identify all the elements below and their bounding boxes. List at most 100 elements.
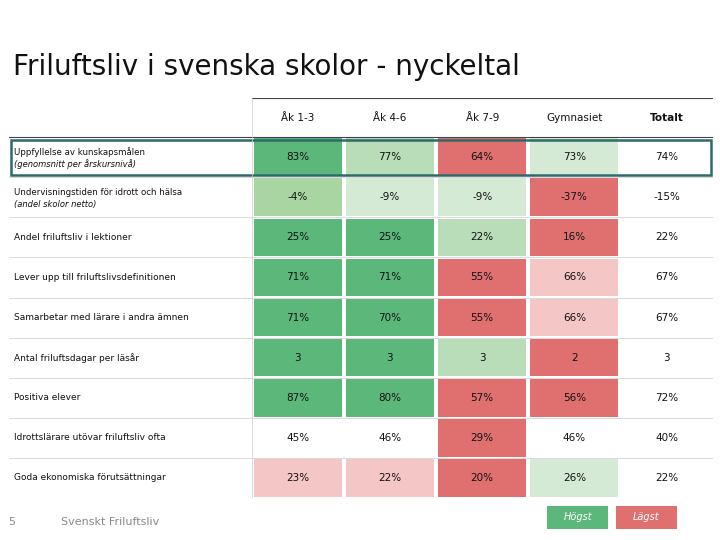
Text: 3: 3: [663, 353, 670, 363]
Bar: [531, 138, 618, 176]
Bar: [623, 259, 711, 296]
Bar: [623, 419, 711, 457]
Bar: [623, 299, 711, 336]
Text: Andel friluftsliv i lektioner: Andel friluftsliv i lektioner: [14, 233, 132, 242]
Bar: [346, 419, 434, 457]
Text: Totalt: Totalt: [649, 113, 683, 123]
Text: -37%: -37%: [561, 192, 588, 202]
Text: Idrottslärare utövar friluftsliv ofta: Idrottslärare utövar friluftsliv ofta: [14, 433, 166, 442]
Text: 45%: 45%: [286, 433, 310, 443]
Text: 71%: 71%: [286, 273, 310, 282]
Bar: [438, 179, 526, 216]
Bar: [623, 379, 711, 416]
Text: 22%: 22%: [655, 473, 678, 483]
Text: Uppfyllelse av kunskapsmålen: Uppfyllelse av kunskapsmålen: [14, 147, 145, 157]
Bar: [346, 179, 434, 216]
Text: Åk 4-6: Åk 4-6: [373, 113, 407, 123]
Bar: [253, 339, 342, 376]
Bar: [667, 530, 674, 539]
Text: -9%: -9%: [380, 192, 400, 202]
Text: 56%: 56%: [563, 393, 586, 403]
Text: Högst: Högst: [564, 512, 592, 522]
Text: 72%: 72%: [655, 393, 678, 403]
Bar: [623, 459, 711, 497]
Bar: [253, 179, 342, 216]
Bar: [531, 379, 618, 416]
Text: 26%: 26%: [563, 473, 586, 483]
Text: -4%: -4%: [287, 192, 308, 202]
Text: 66%: 66%: [563, 273, 586, 282]
Text: Samarbetar med lärare i andra ämnen: Samarbetar med lärare i andra ämnen: [14, 313, 189, 322]
Bar: [659, 505, 665, 514]
Bar: [623, 179, 711, 216]
Text: 77%: 77%: [379, 152, 402, 162]
Bar: [253, 419, 342, 457]
Bar: [650, 530, 657, 539]
Bar: [346, 219, 434, 256]
Bar: [438, 219, 526, 256]
Bar: [547, 506, 608, 529]
Text: (genomsnitt per årskursnivå): (genomsnitt per årskursnivå): [14, 159, 136, 170]
Text: 22%: 22%: [655, 232, 678, 242]
Bar: [659, 530, 665, 539]
Bar: [11, 140, 711, 175]
Text: 2: 2: [571, 353, 577, 363]
Text: 71%: 71%: [379, 273, 402, 282]
Bar: [346, 459, 434, 497]
Bar: [438, 299, 526, 336]
Text: -15%: -15%: [653, 192, 680, 202]
Bar: [650, 505, 657, 514]
Text: Gymnasiet: Gymnasiet: [546, 113, 603, 123]
Bar: [438, 138, 526, 176]
Text: -9%: -9%: [472, 192, 492, 202]
Bar: [667, 505, 674, 514]
Text: 3: 3: [387, 353, 393, 363]
Bar: [650, 518, 657, 526]
Text: 64%: 64%: [471, 152, 494, 162]
Bar: [253, 459, 342, 497]
Bar: [438, 379, 526, 416]
Bar: [531, 459, 618, 497]
Text: 66%: 66%: [563, 313, 586, 322]
Bar: [438, 339, 526, 376]
Bar: [438, 459, 526, 497]
Bar: [531, 219, 618, 256]
Text: 67%: 67%: [655, 273, 678, 282]
Text: Svenskt Friluftsliv: Svenskt Friluftsliv: [61, 517, 159, 527]
Text: 74%: 74%: [655, 152, 678, 162]
Text: 83%: 83%: [286, 152, 310, 162]
Bar: [253, 259, 342, 296]
Bar: [253, 219, 342, 256]
Text: 3: 3: [479, 353, 485, 363]
Text: 25%: 25%: [379, 232, 402, 242]
Text: 71%: 71%: [286, 313, 310, 322]
Text: 87%: 87%: [286, 393, 310, 403]
Bar: [531, 299, 618, 336]
Bar: [531, 259, 618, 296]
Bar: [531, 179, 618, 216]
Bar: [531, 419, 618, 457]
Bar: [623, 219, 711, 256]
Text: 55%: 55%: [471, 313, 494, 322]
Text: 40%: 40%: [655, 433, 678, 443]
Text: 46%: 46%: [379, 433, 402, 443]
Bar: [346, 379, 434, 416]
Text: 22%: 22%: [471, 232, 494, 242]
Text: Friluftsliv i svenska skolor - nyckeltal: Friluftsliv i svenska skolor - nyckeltal: [13, 53, 520, 82]
Text: 16%: 16%: [563, 232, 586, 242]
Bar: [346, 138, 434, 176]
Bar: [346, 259, 434, 296]
Text: Åk 1-3: Åk 1-3: [281, 113, 315, 123]
Bar: [438, 419, 526, 457]
Text: Lägst: Lägst: [633, 512, 660, 522]
Text: (andel skolor netto): (andel skolor netto): [14, 200, 96, 209]
Text: 73%: 73%: [563, 152, 586, 162]
Text: 80%: 80%: [379, 393, 402, 403]
Bar: [438, 259, 526, 296]
Text: 29%: 29%: [471, 433, 494, 443]
Text: Åk 7-9: Åk 7-9: [466, 113, 499, 123]
Bar: [253, 299, 342, 336]
Text: Undersökning bland idrottslärare: Undersökning bland idrottslärare: [9, 10, 193, 20]
Text: 46%: 46%: [563, 433, 586, 443]
Text: Lever upp till friluftslivsdefinitionen: Lever upp till friluftslivsdefinitionen: [14, 273, 176, 282]
